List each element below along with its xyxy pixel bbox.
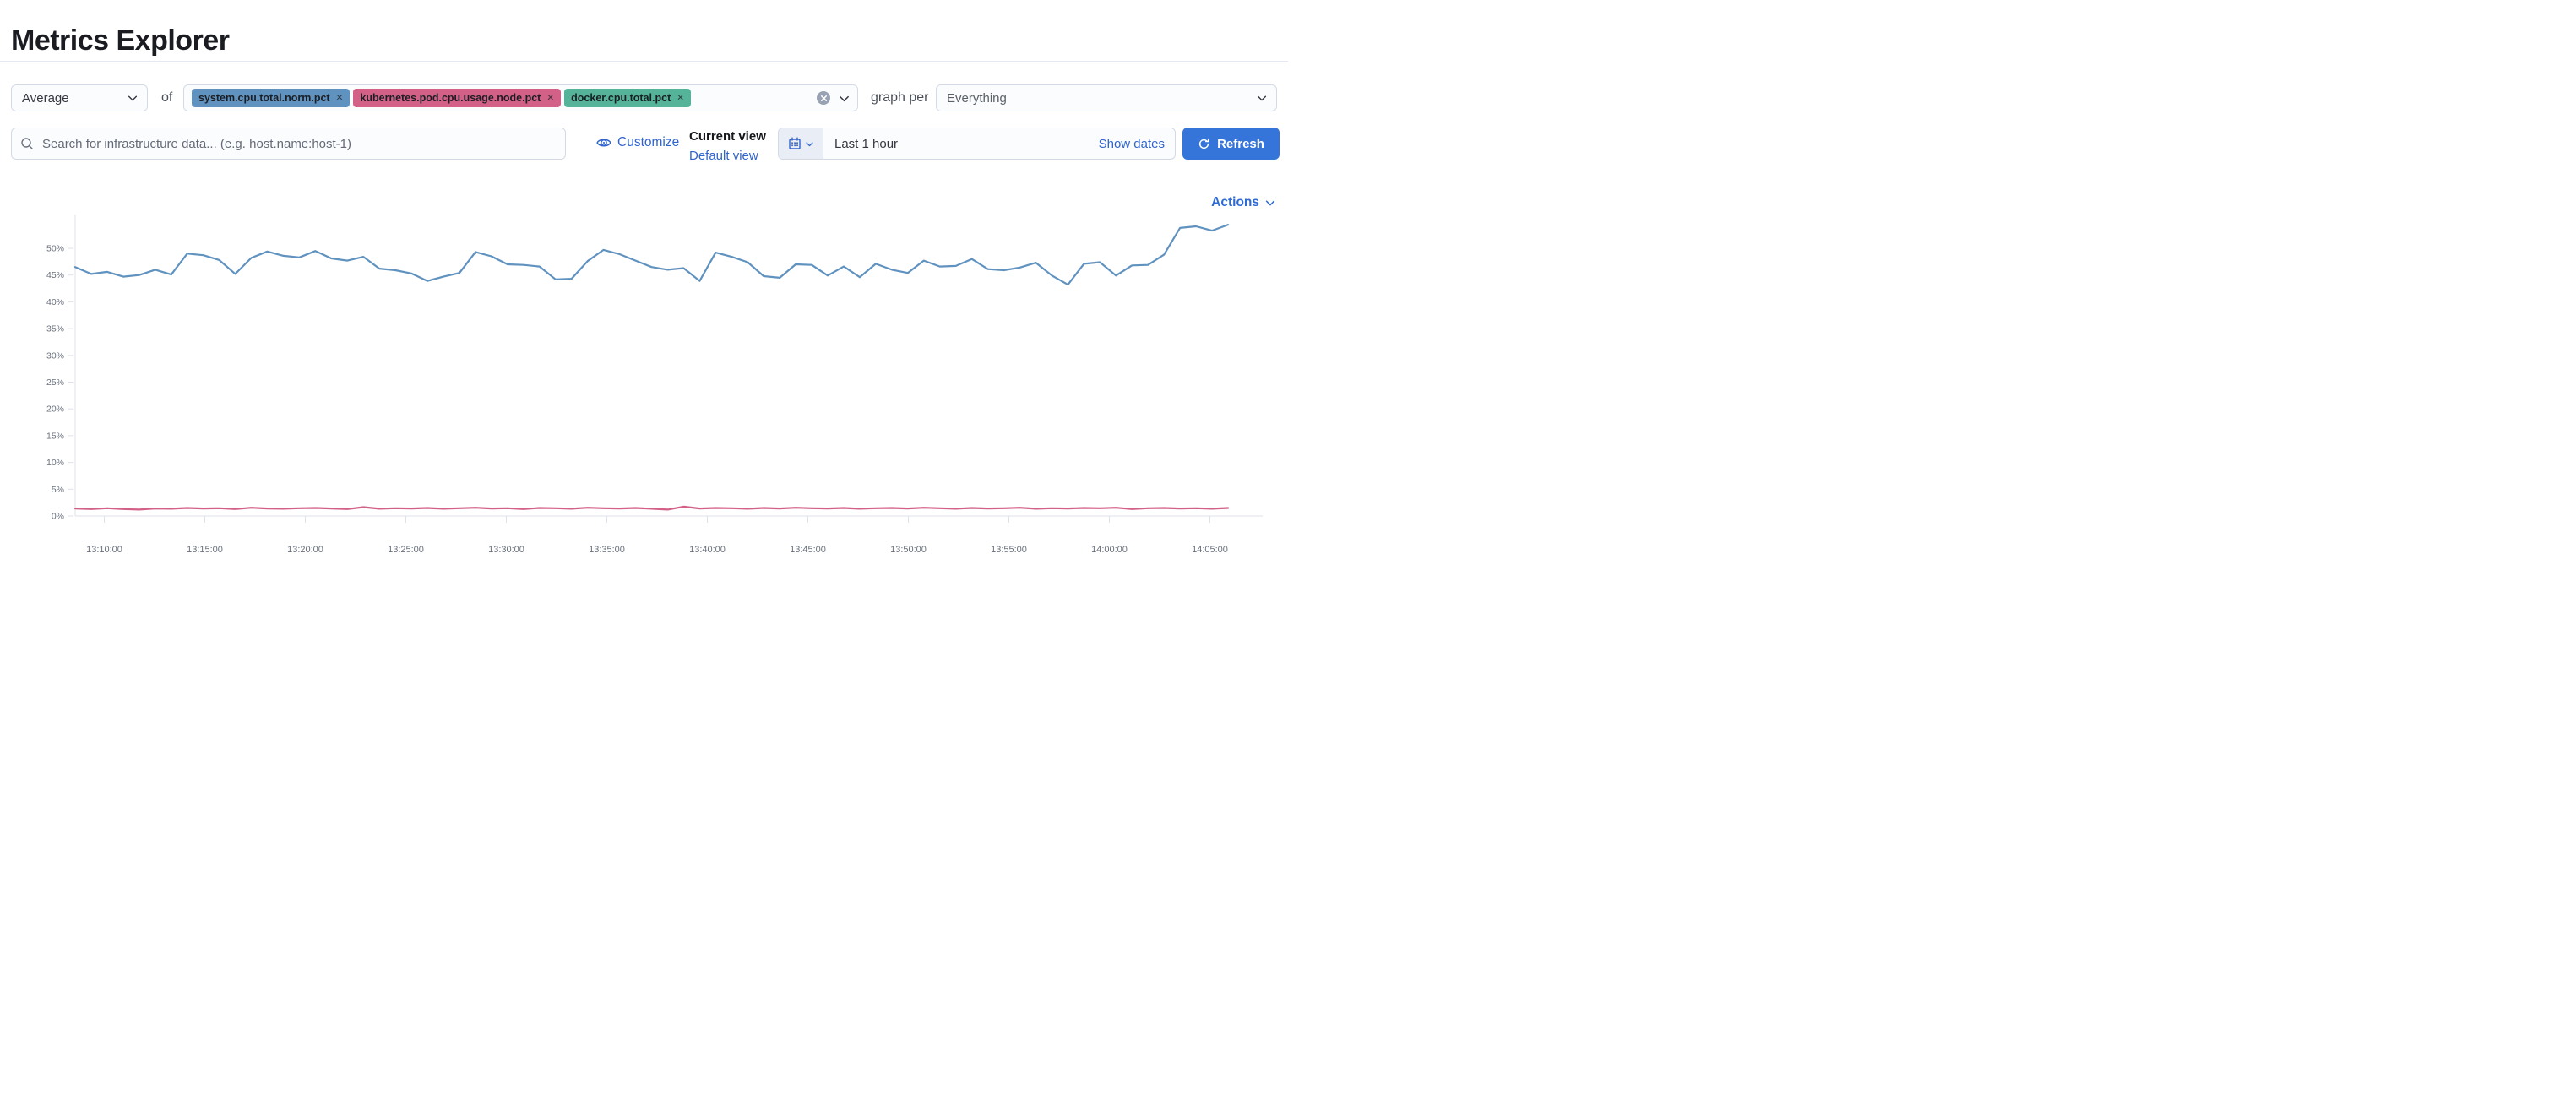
y-axis-label: 25%	[46, 377, 64, 388]
chevron-down-icon	[128, 95, 138, 101]
x-axis-label: 13:10:00	[86, 545, 122, 554]
eye-icon	[596, 138, 611, 147]
metrics-combobox[interactable]: system.cpu.total.norm.pct ✕ kubernetes.pod…	[183, 84, 858, 111]
y-axis-label: 20%	[46, 405, 64, 415]
show-dates-link[interactable]: Show dates	[1098, 136, 1165, 151]
metric-pill[interactable]: system.cpu.total.norm.pct ✕	[192, 89, 351, 107]
y-axis-label: 10%	[46, 458, 64, 468]
time-range-picker[interactable]: Last 1 hour Show dates	[778, 128, 1176, 160]
refresh-icon	[1198, 138, 1209, 149]
y-axis-label: 5%	[52, 485, 64, 495]
metrics-explorer-page: Metrics Explorer Average of system.cpu.t…	[0, 0, 1288, 554]
calendar-menu-button[interactable]	[779, 128, 823, 159]
x-axis-label: 13:45:00	[790, 545, 826, 554]
of-label: of	[161, 90, 173, 105]
chevron-down-icon	[1257, 95, 1267, 101]
aggregation-select[interactable]: Average	[11, 84, 148, 111]
x-axis-label: 13:15:00	[187, 545, 223, 554]
y-axis-label: 40%	[46, 297, 64, 307]
y-axis-label: 30%	[46, 350, 64, 361]
x-axis-label: 13:25:00	[388, 545, 424, 554]
x-axis-label: 14:05:00	[1192, 545, 1228, 554]
search-icon	[21, 138, 33, 149]
series-line	[73, 505, 1230, 511]
x-axis-label: 13:50:00	[890, 545, 927, 554]
remove-metric-icon[interactable]: ✕	[546, 93, 555, 103]
chevron-down-icon[interactable]	[838, 92, 851, 105]
time-range-value[interactable]: Last 1 hour	[834, 136, 899, 151]
x-axis-label: 13:35:00	[589, 545, 625, 554]
calendar-icon	[788, 137, 801, 149]
y-axis-label: 35%	[46, 324, 64, 334]
x-axis-label: 14:00:00	[1091, 545, 1128, 554]
header-divider	[0, 61, 1288, 62]
selected-view-link[interactable]: Default view	[689, 149, 758, 163]
group-by-value: Everything	[947, 90, 1007, 106]
chevron-down-icon	[805, 142, 813, 146]
refresh-label: Refresh	[1217, 136, 1264, 151]
y-axis-label: 15%	[46, 431, 64, 441]
group-by-select[interactable]: Everything	[936, 84, 1277, 111]
metric-pill-label: docker.cpu.total.pct	[571, 92, 671, 104]
y-axis-label: 50%	[46, 244, 64, 254]
x-axis-label: 13:20:00	[287, 545, 323, 554]
search-field[interactable]	[11, 128, 566, 160]
y-axis-label: 45%	[46, 270, 64, 280]
metrics-chart[interactable]: 0% 5% 10% 15% 20% 25% 30% 35% 40% 45% 50% 13:10:00 1…	[0, 191, 1288, 554]
current-view-label: Current view	[689, 129, 766, 144]
chevron-down-icon	[1265, 200, 1275, 206]
x-axis-label: 13:40:00	[689, 545, 726, 554]
metric-pill-label: kubernetes.pod.cpu.usage.node.pct	[360, 92, 541, 104]
refresh-button[interactable]: Refresh	[1182, 128, 1280, 160]
remove-metric-icon[interactable]: ✕	[335, 93, 344, 103]
x-axis-label: 13:55:00	[991, 545, 1027, 554]
clear-metrics-icon[interactable]	[817, 91, 830, 105]
y-axis-label: 0%	[52, 512, 64, 522]
aggregation-value: Average	[22, 90, 69, 106]
page-title: Metrics Explorer	[11, 24, 230, 57]
graph-per-label: graph per	[871, 90, 929, 105]
metric-pill[interactable]: kubernetes.pod.cpu.usage.node.pct ✕	[353, 89, 562, 107]
metric-pill[interactable]: docker.cpu.total.pct ✕	[564, 89, 692, 107]
actions-label: Actions	[1211, 195, 1259, 209]
customize-button[interactable]: Customize	[596, 135, 679, 150]
remove-metric-icon[interactable]: ✕	[677, 93, 685, 103]
customize-label: Customize	[617, 135, 680, 149]
metric-pill-label: system.cpu.total.norm.pct	[198, 92, 330, 104]
view-selector: Current view Default view	[689, 128, 766, 164]
x-axis-label: 13:30:00	[488, 545, 524, 554]
actions-menu-button[interactable]: Actions	[1211, 195, 1276, 210]
search-input[interactable]	[41, 135, 557, 152]
series-line	[73, 223, 1230, 286]
